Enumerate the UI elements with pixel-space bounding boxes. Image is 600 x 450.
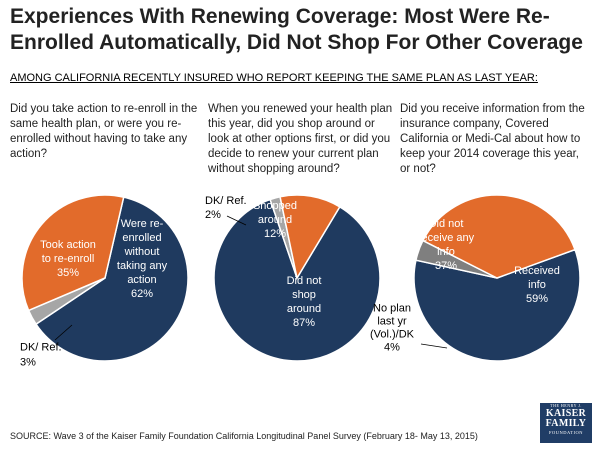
pie-slice: [279, 194, 341, 281]
pie-slice: [21, 194, 125, 312]
slice-label: shop: [292, 289, 316, 301]
slice-label: info: [528, 279, 546, 291]
slice-value-label: 12%: [264, 228, 286, 240]
slice-value-label: 4%: [384, 342, 400, 354]
slice-label: (Vol.)/DK: [370, 329, 415, 341]
slice-label: Received: [514, 265, 560, 277]
slice-label: info: [437, 246, 455, 258]
pie-slice: [413, 248, 581, 362]
slice-label: Shopped: [253, 200, 297, 212]
pie-slice: [213, 198, 381, 362]
slice-label: receive any: [418, 232, 475, 244]
slice-label: DK/ Ref.: [20, 342, 62, 354]
slice-label: last yr: [377, 316, 407, 328]
leader-line: [54, 324, 73, 341]
question-3: Did you receive information from the ins…: [400, 103, 585, 175]
pie-chart-2: Did not shop around 87% DK/ Ref. 2% Shopped aro…: [205, 194, 381, 362]
subtitle: AMONG CALIFORNIA RECENTLY INSURED WHO RE…: [10, 72, 538, 84]
slice-value-label: 59%: [526, 293, 548, 305]
slice-value-label: 2%: [205, 209, 221, 221]
slice-label: Did not: [429, 218, 464, 230]
slice-label: around: [258, 214, 292, 226]
logo-line-0: THE HENRY J.: [550, 403, 582, 408]
slice-value-label: 35%: [57, 267, 79, 279]
pie-slice: [34, 196, 189, 362]
slice-label: action: [127, 274, 156, 286]
slice-label: enrolled: [122, 232, 161, 244]
pie-chart-1: Were re-enrolled without taking any action 6…: [20, 194, 189, 369]
source-note: SOURCE: Wave 3 of the Kaiser Family Foun…: [10, 431, 478, 441]
slice-label: Were re-: [121, 218, 164, 230]
slice-label: No plan: [373, 303, 411, 315]
slice-value-label: 3%: [20, 357, 36, 369]
leader-line: [420, 343, 448, 349]
slice-label: to re-enroll: [42, 253, 95, 265]
slice-value-label: 87%: [293, 317, 315, 329]
leader-line: [226, 215, 247, 226]
slice-value-label: 62%: [131, 288, 153, 300]
kff-logo: THE HENRY J. KAISER FAMILY FOUNDATION: [540, 403, 592, 443]
slice-label: without: [124, 246, 160, 258]
slice-value-label: 37%: [435, 260, 457, 272]
page-title: Experiences With Renewing Coverage: Most…: [10, 5, 583, 54]
slice-label: around: [287, 303, 321, 315]
pie-slice: [421, 194, 576, 279]
question-1: Did you take action to re-enroll in the …: [10, 103, 198, 160]
logo-line-1: KAISER: [545, 408, 587, 419]
slice-label: taking any: [117, 260, 168, 272]
slice-label: Took action: [40, 239, 96, 251]
logo-line-2: FAMILY: [545, 418, 587, 429]
slice-label: DK/ Ref.: [205, 195, 247, 207]
logo-line-3: FOUNDATION: [549, 430, 583, 435]
slice-label: Did not: [287, 275, 322, 287]
question-2: When you renewed your health plan this y…: [208, 103, 393, 175]
